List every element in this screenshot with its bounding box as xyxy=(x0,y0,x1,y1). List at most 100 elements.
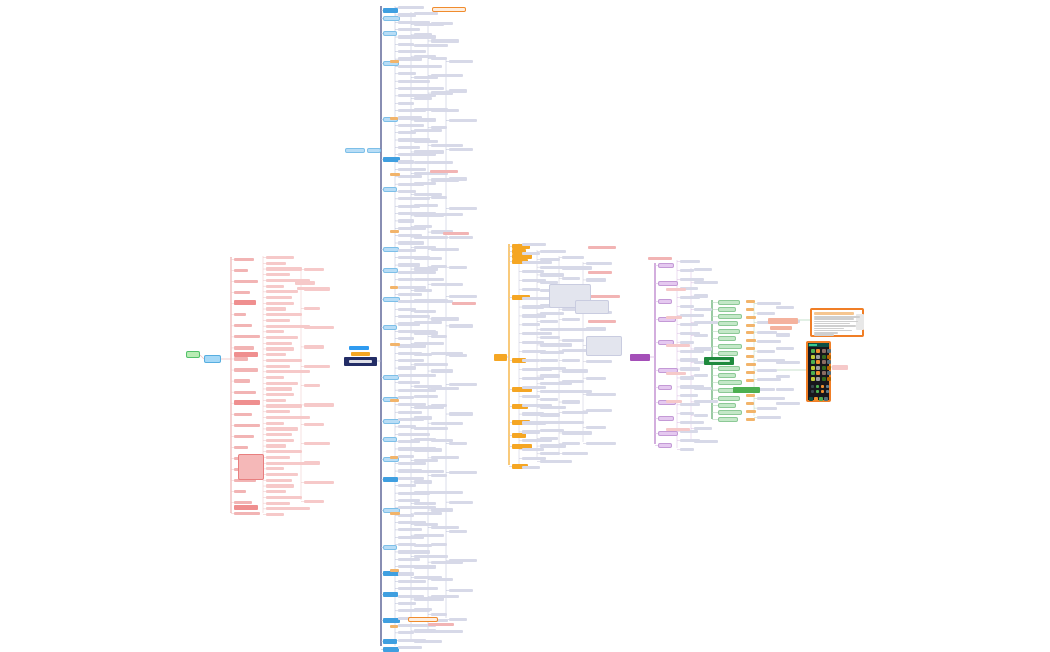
branch-node-purple-cluster[interactable] xyxy=(658,416,674,421)
leaf-bar[interactable] xyxy=(431,143,463,147)
leaf-bar[interactable] xyxy=(449,412,473,416)
leaf-bar[interactable] xyxy=(540,390,564,394)
leaf-bar[interactable] xyxy=(414,75,438,80)
leaf-bar[interactable] xyxy=(414,150,444,154)
tag-bar[interactable] xyxy=(746,300,755,303)
leaf-bar[interactable] xyxy=(449,500,473,504)
section-header-red[interactable] xyxy=(234,352,258,357)
branch-node-purple-cluster[interactable] xyxy=(658,281,678,286)
branch-node-orange-cluster[interactable] xyxy=(512,259,528,264)
leaf-bar[interactable] xyxy=(414,597,444,601)
leaf-bar[interactable] xyxy=(398,197,430,201)
tag-bar[interactable] xyxy=(746,410,756,414)
branch-node-green-cluster[interactable] xyxy=(718,410,742,415)
leaf-bar[interactable] xyxy=(449,177,467,181)
red-text-bar[interactable] xyxy=(588,246,616,249)
topic-bar[interactable] xyxy=(234,368,258,372)
leaf-bar[interactable] xyxy=(562,421,584,425)
leaf-bar[interactable] xyxy=(414,267,438,271)
leaf-bar[interactable] xyxy=(586,442,616,446)
topic-bar[interactable] xyxy=(234,500,252,505)
leaf-bar[interactable] xyxy=(431,577,453,582)
leaf-bar[interactable] xyxy=(694,413,708,417)
leaf-bar[interactable] xyxy=(522,430,540,434)
note-box[interactable] xyxy=(586,336,622,356)
leaf-bar[interactable] xyxy=(266,381,298,385)
leaf-bar[interactable] xyxy=(398,322,420,326)
leaf-bar[interactable] xyxy=(586,262,612,266)
leaf-bar[interactable] xyxy=(398,42,414,46)
leaf-bar[interactable] xyxy=(398,623,436,628)
leaf-bar[interactable] xyxy=(680,349,704,353)
leaf-bar[interactable] xyxy=(266,347,294,351)
leaf-bar[interactable] xyxy=(398,86,420,91)
salmon-bar[interactable] xyxy=(770,326,792,330)
pink-bar[interactable] xyxy=(832,365,848,370)
leaf-bar[interactable] xyxy=(776,347,794,351)
leaf-bar[interactable] xyxy=(540,257,560,261)
leaf-bar[interactable] xyxy=(449,294,477,299)
leaf-bar[interactable] xyxy=(431,91,453,95)
leaf-bar[interactable] xyxy=(266,387,292,391)
branch-node-green-cluster[interactable] xyxy=(718,336,736,341)
branch-node-orange-cluster[interactable] xyxy=(512,249,526,254)
leaf-bar[interactable] xyxy=(398,550,430,554)
red-text-bar[interactable] xyxy=(430,170,458,173)
leaf-bar[interactable] xyxy=(414,256,442,260)
leaf-bar[interactable] xyxy=(266,450,302,454)
leaf-bar[interactable] xyxy=(398,506,436,510)
leaf-bar[interactable] xyxy=(398,462,426,466)
leaf-bar[interactable] xyxy=(449,618,467,622)
leaf-bar[interactable] xyxy=(540,428,564,433)
leaf-bar[interactable] xyxy=(398,6,424,10)
topic-bar[interactable] xyxy=(234,258,254,262)
leaf-bar[interactable] xyxy=(398,440,420,444)
leaf-bar[interactable] xyxy=(757,368,777,372)
leaf-bar[interactable] xyxy=(414,469,444,473)
branch-node-purple-cluster[interactable] xyxy=(658,263,674,268)
topic-bar[interactable] xyxy=(234,357,248,361)
leaf-bar[interactable] xyxy=(398,395,414,400)
leaf-bar[interactable] xyxy=(266,415,310,420)
red-text-bar[interactable] xyxy=(443,232,469,235)
leaf-bar[interactable] xyxy=(398,300,424,304)
note-box-pink[interactable] xyxy=(238,454,264,480)
leaf-bar[interactable] xyxy=(398,469,422,473)
branch-node-central-cluster[interactable] xyxy=(383,297,400,302)
leaf-bar[interactable] xyxy=(562,410,588,414)
leaf-bar[interactable] xyxy=(680,394,698,398)
leaf-bar[interactable] xyxy=(414,235,448,239)
leaf-bar[interactable] xyxy=(414,554,448,559)
leaf-bar[interactable] xyxy=(398,270,436,274)
leaf-bar[interactable] xyxy=(562,400,580,404)
branch-node-green-cluster[interactable] xyxy=(718,307,736,312)
leaf-bar[interactable] xyxy=(398,131,416,135)
leaf-bar[interactable] xyxy=(398,28,420,32)
branch-node-green-cluster[interactable] xyxy=(718,314,742,319)
branch-node-orange-cluster[interactable] xyxy=(512,420,530,425)
leaf-bar[interactable] xyxy=(540,265,572,269)
leaf-bar[interactable] xyxy=(398,454,414,458)
leaf-bar[interactable] xyxy=(266,261,286,265)
leaf-bar[interactable] xyxy=(776,374,790,378)
leaf-bar[interactable] xyxy=(304,403,334,407)
leaf-bar[interactable] xyxy=(680,277,704,282)
leaf-bar[interactable] xyxy=(431,456,459,460)
leaf-bar[interactable] xyxy=(680,367,700,371)
leaf-bar[interactable] xyxy=(562,256,584,260)
tag-bar[interactable] xyxy=(746,418,755,421)
tag-bar[interactable] xyxy=(746,307,754,311)
leaf-bar[interactable] xyxy=(776,333,790,337)
tag-bar[interactable] xyxy=(746,402,754,406)
leaf-bar[interactable] xyxy=(449,441,467,445)
leaf-bar[interactable] xyxy=(398,631,414,635)
leaf-bar[interactable] xyxy=(414,54,436,58)
leaf-bar[interactable] xyxy=(540,312,564,316)
branch-root-orange[interactable] xyxy=(494,354,507,361)
branch-node-orange-cluster[interactable] xyxy=(512,387,532,392)
leaf-bar[interactable] xyxy=(694,334,708,338)
leaf-bar[interactable] xyxy=(414,224,432,229)
tag-bar[interactable] xyxy=(746,331,754,335)
leaf-bar[interactable] xyxy=(522,466,540,470)
leaf-bar[interactable] xyxy=(398,594,424,598)
